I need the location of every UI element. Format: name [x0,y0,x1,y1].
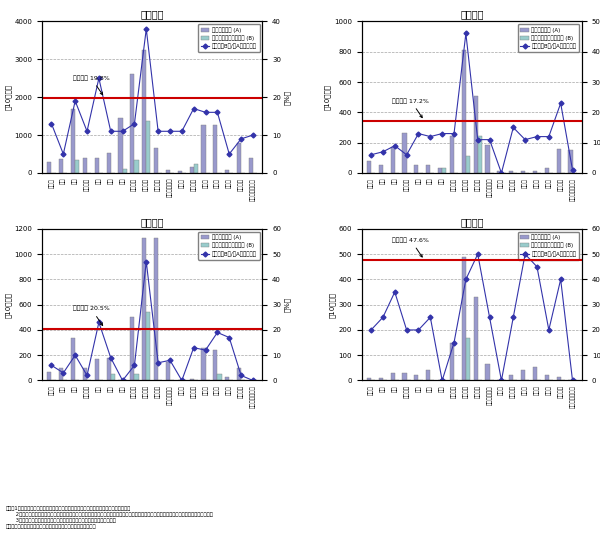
Bar [166,170,170,173]
Bar [47,162,52,173]
Bar [426,166,430,173]
Bar [379,378,383,381]
Bar [47,372,52,381]
Title: （タイ）: （タイ） [460,217,484,227]
Bar [462,257,466,381]
Text: 世界平均 19.8%: 世界平均 19.8% [73,75,110,95]
Bar [237,144,241,173]
Bar [367,378,371,381]
Title: （世界）: （世界） [140,9,164,19]
Bar [466,337,470,381]
Bar [545,168,549,173]
Bar [202,348,206,381]
Bar [130,317,134,381]
Bar [442,168,446,173]
Legend: 日本側出資金 (A), 日本側出資者向け支払 (B), 比率　（B）/（A）（右軸）: 日本側出資金 (A), 日本側出資者向け支払 (B), 比率 （B）/（A）（右… [198,232,260,260]
Bar [466,155,470,173]
Bar [249,158,253,173]
Bar [134,160,139,173]
Bar [130,74,134,173]
Bar [146,312,151,381]
Bar [391,373,395,381]
Bar [166,362,170,381]
Bar [178,171,182,173]
Bar [75,161,79,173]
Bar [107,358,111,381]
Bar [521,371,525,381]
Bar [450,343,454,381]
Bar [485,145,490,173]
Bar [545,375,549,381]
Bar [438,168,442,173]
Bar [71,108,75,173]
Bar [462,50,466,173]
Title: （米国）: （米国） [140,217,164,227]
Bar [225,170,229,173]
Y-axis label: （%）: （%） [284,297,290,312]
Legend: 日本側出資金 (A), 日本側出資者向け支払 (B), 比率　（B）/（A）（右軸）: 日本側出資金 (A), 日本側出資者向け支払 (B), 比率 （B）/（A）（右… [518,232,579,260]
Bar [568,150,572,173]
Legend: 日本側出資金 (A), 日本側出資者向け支払 (B), 比率　（B）/（A）（右軸）: 日本側出資金 (A), 日本側出資者向け支払 (B), 比率 （B）/（A）（右… [198,24,260,52]
Bar [225,376,229,381]
Text: 備考：1．日本側出資金は、海外現地法人の資本金に日本側出資比率を乗じて計算した。
      2．操業中で、資本金、日本側出資比率、配当金、ロイヤリティ、日本側: 備考：1．日本側出資金は、海外現地法人の資本金に日本側出資比率を乗じて計算した。… [6,506,213,529]
Bar [146,121,151,173]
Bar [194,164,198,173]
Bar [202,125,206,173]
Bar [473,297,478,381]
Bar [521,171,525,173]
Bar [237,368,241,381]
Bar [415,375,418,381]
Bar [217,374,221,381]
Text: タイ平均 47.6%: タイ平均 47.6% [392,238,429,257]
Bar [415,166,418,173]
Y-axis label: （%）: （%） [284,90,290,105]
Text: 米国平均 20.5%: 米国平均 20.5% [73,306,110,326]
Bar [142,238,146,381]
Bar [59,159,64,173]
Bar [403,133,407,173]
Bar [533,366,537,381]
Bar [450,136,454,173]
Bar [509,171,513,173]
Bar [509,375,513,381]
Bar [557,376,560,381]
Bar [190,167,194,173]
Bar [497,171,502,173]
Text: 中国平均 17.2%: 中国平均 17.2% [392,98,429,117]
Bar [111,374,115,381]
Bar [379,166,383,173]
Bar [83,158,87,173]
Bar [426,371,430,381]
Bar [95,158,99,173]
Bar [59,368,64,381]
Bar [533,171,537,173]
Bar [213,125,217,173]
Bar [83,368,87,381]
Bar [107,153,111,173]
Bar [473,96,478,173]
Bar [142,50,146,173]
Bar [122,169,127,173]
Bar [71,338,75,381]
Bar [367,161,371,173]
Bar [557,150,560,173]
Legend: 日本側出資金 (A), 日本側出資者向け支払 (B), 比率　（B）/（A）（右軸）: 日本側出資金 (A), 日本側出資者向け支払 (B), 比率 （B）/（A）（右… [518,24,579,52]
Bar [190,379,194,381]
Y-axis label: （10億円）: （10億円） [325,84,331,110]
Title: （中国）: （中国） [460,9,484,19]
Bar [478,136,482,173]
Bar [213,350,217,381]
Y-axis label: （10億円）: （10億円） [5,292,11,318]
Bar [154,238,158,381]
Bar [134,374,139,381]
Y-axis label: （10億円）: （10億円） [5,84,11,110]
Y-axis label: （10億円）: （10億円） [329,292,335,318]
Bar [118,118,122,173]
Bar [391,147,395,173]
Bar [485,364,490,381]
Bar [154,147,158,173]
Bar [403,373,407,381]
Bar [95,359,99,381]
